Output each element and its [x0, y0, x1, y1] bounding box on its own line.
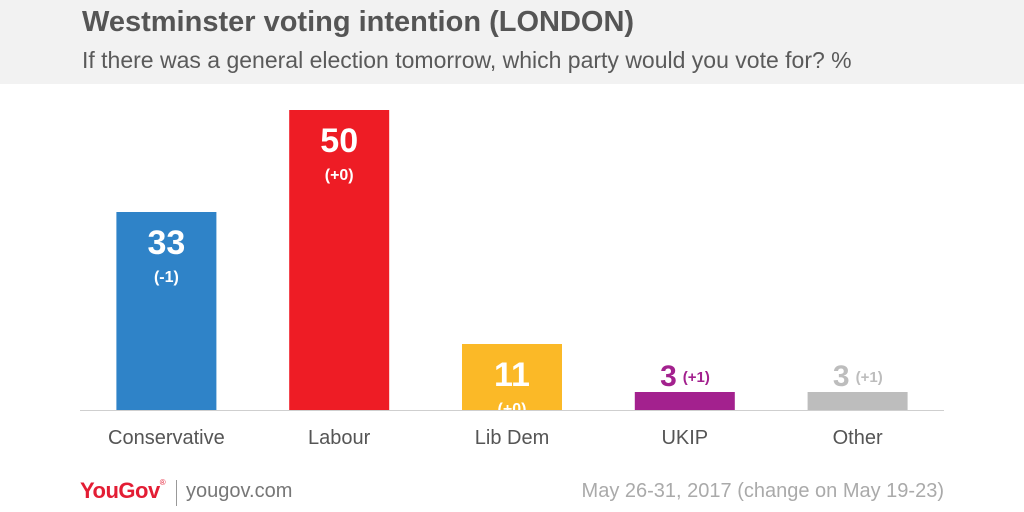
- bar-ukip: [634, 392, 735, 410]
- yougov-logo: YouGov®: [80, 478, 166, 504]
- value-label-conservative: 33: [147, 224, 185, 262]
- change-label-conservative: (-1): [154, 269, 179, 286]
- logo-text: YouGov: [80, 478, 160, 503]
- category-label-lib-dem: Lib Dem: [475, 427, 549, 449]
- footer-url: yougov.com: [186, 480, 293, 502]
- change-label-lib-dem: (+0): [498, 401, 527, 418]
- value-label-other: 3: [833, 360, 850, 393]
- bar-lib-dem: [462, 344, 562, 410]
- category-label-labour: Labour: [308, 427, 371, 449]
- footer-divider: [176, 480, 177, 506]
- value-label-lib-dem: 11: [494, 356, 530, 394]
- footer-date-note: May 26-31, 2017 (change on May 19-23): [581, 480, 944, 502]
- logo-registered-mark: ®: [159, 478, 166, 487]
- change-label-labour: (+0): [325, 167, 354, 184]
- bar-labour: [289, 110, 390, 410]
- change-label-other: (+1): [856, 369, 883, 386]
- category-label-other: Other: [833, 427, 883, 449]
- header-band: Westminster voting intention (LONDON) If…: [0, 0, 1024, 84]
- bar-conservative: [116, 212, 217, 410]
- chart-title: Westminster voting intention (LONDON): [82, 6, 635, 38]
- category-label-conservative: Conservative: [108, 427, 225, 449]
- bar-other: [807, 392, 908, 410]
- chart-subtitle: If there was a general election tomorrow…: [82, 47, 852, 73]
- category-label-ukip: UKIP: [661, 427, 708, 449]
- value-label-ukip: 3: [660, 360, 677, 393]
- change-label-ukip: (+1): [683, 369, 710, 386]
- value-label-labour: 50: [320, 122, 358, 160]
